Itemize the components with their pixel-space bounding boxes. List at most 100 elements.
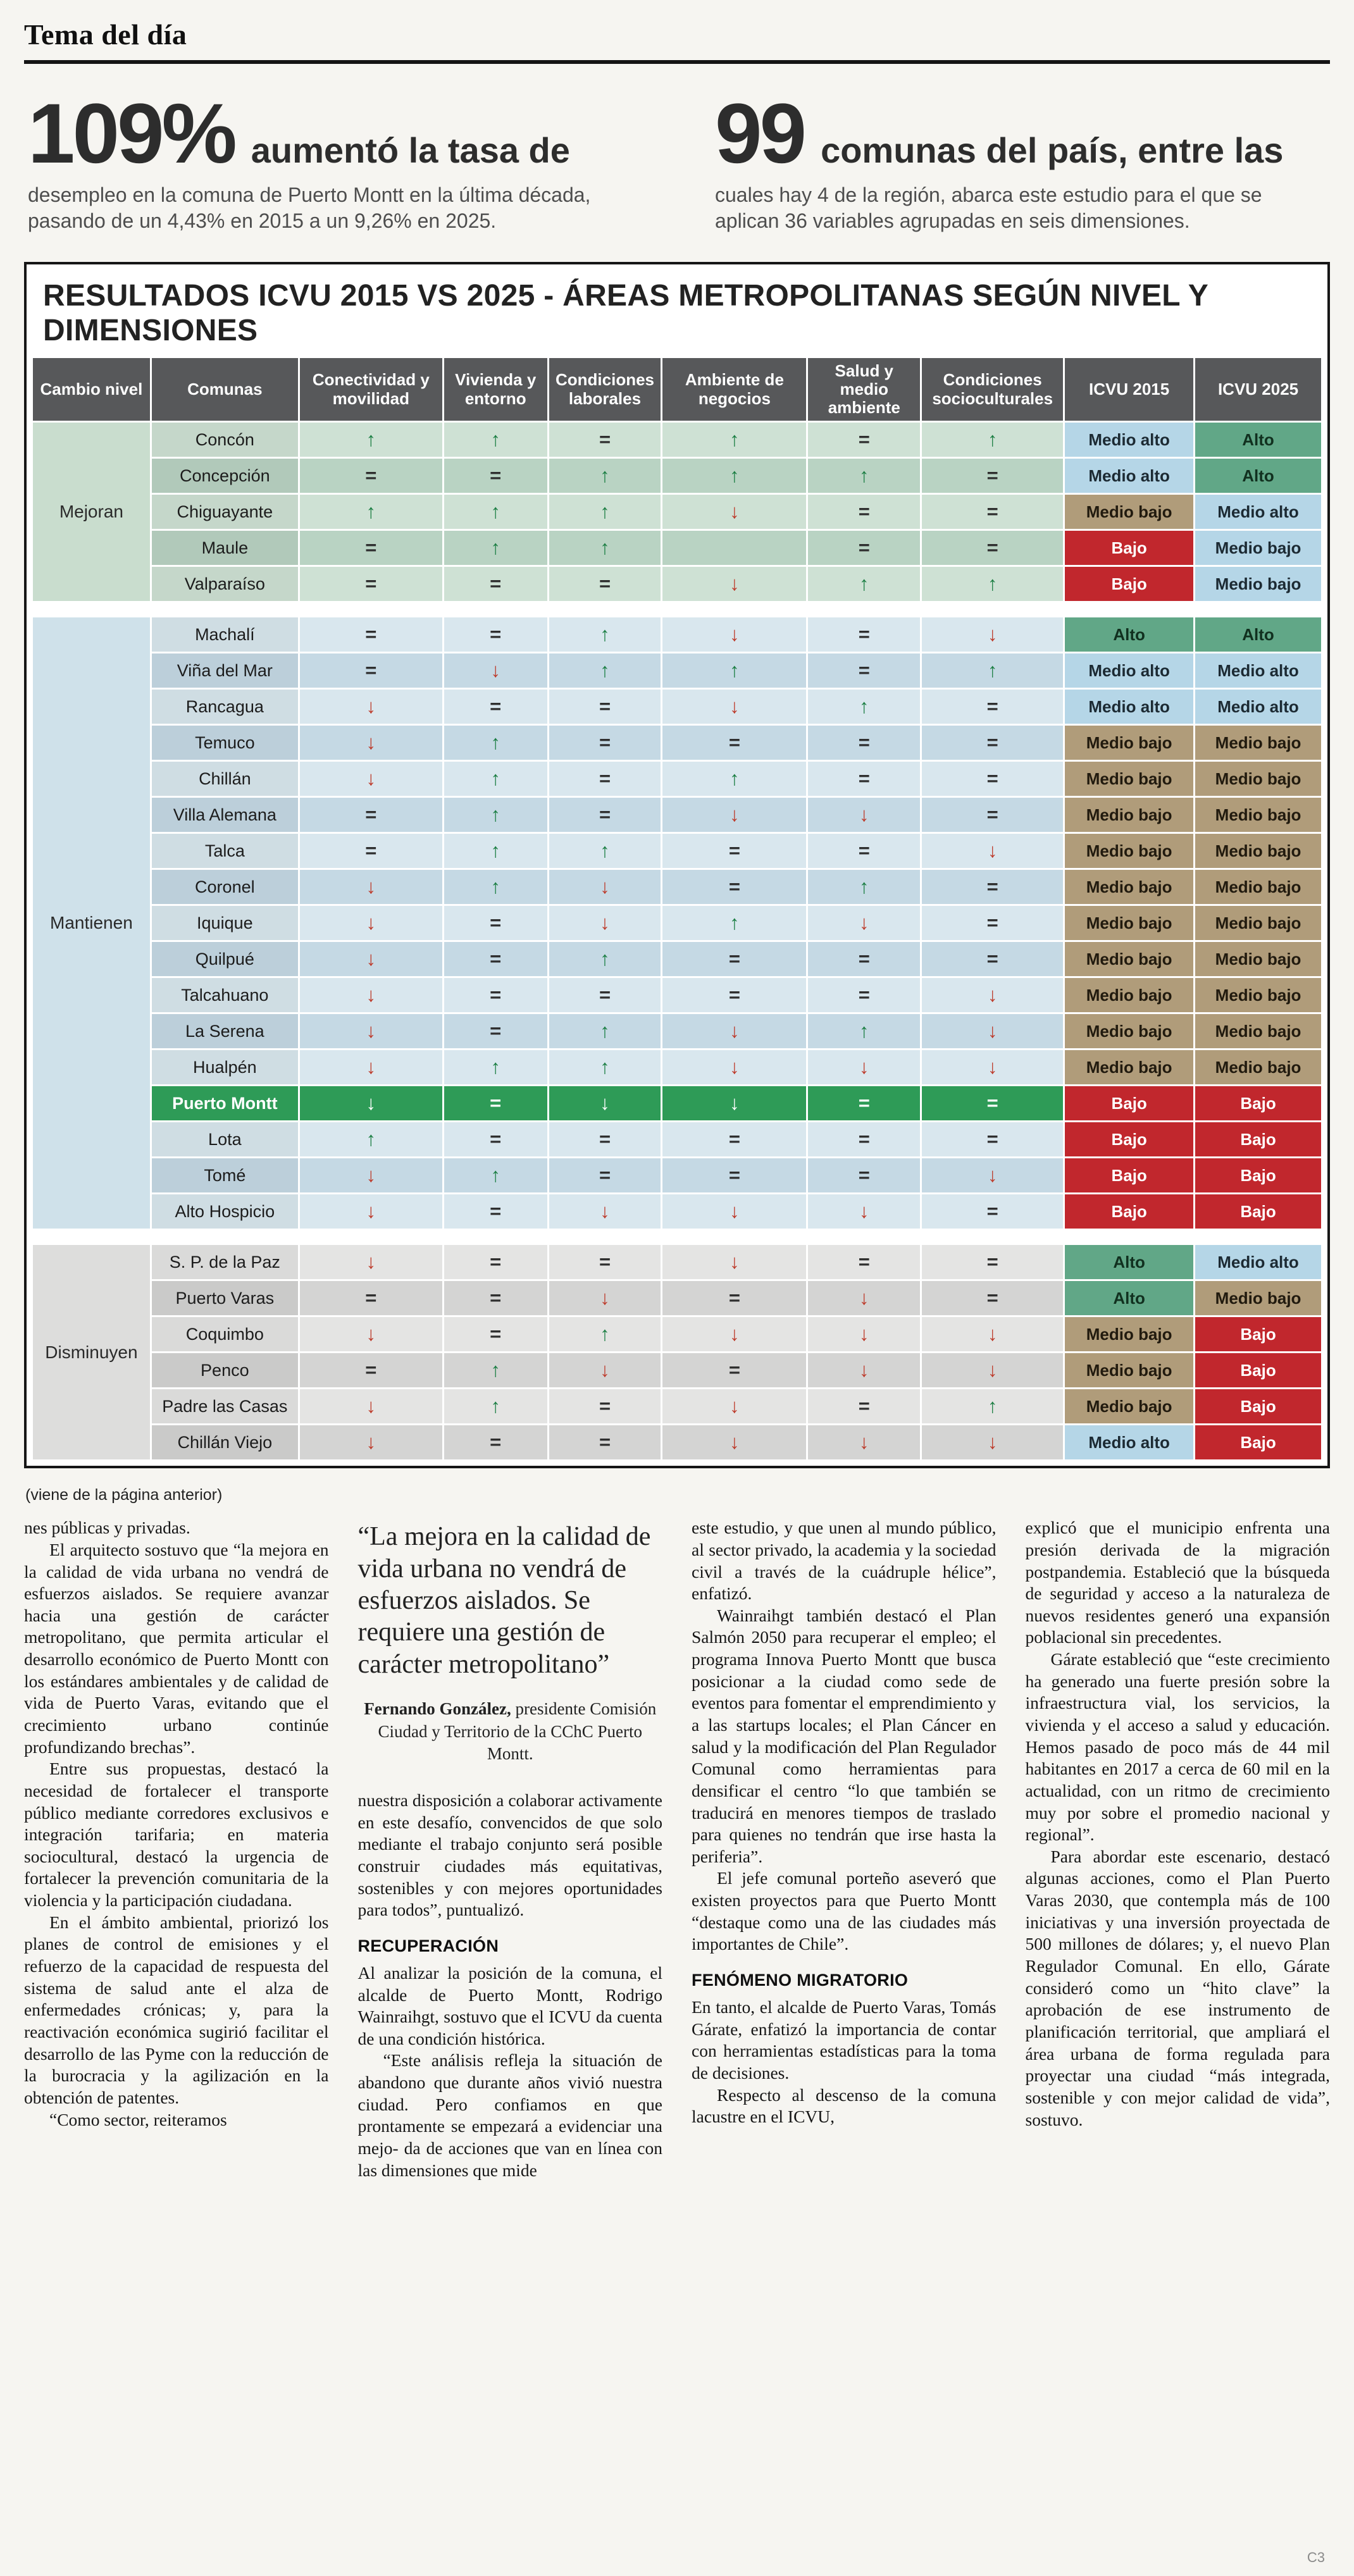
trend-up-icon: ↑ <box>444 1353 547 1388</box>
comuna-name: Maule <box>151 531 298 566</box>
trend-equal-icon: = <box>808 942 921 977</box>
trend-up-icon: ↑ <box>808 690 921 724</box>
column-header: Ambiente de negocios <box>662 357 807 421</box>
trend-down-icon: ↓ <box>299 1158 442 1193</box>
icvu-2025-level: Medio bajo <box>1195 834 1321 869</box>
trend-equal-icon: = <box>549 1158 661 1193</box>
icvu-2025-level: Medio bajo <box>1195 798 1321 833</box>
trend-up-icon: ↑ <box>549 1014 661 1049</box>
column-header: ICVU 2025 <box>1195 357 1321 421</box>
trend-up-icon: ↑ <box>662 762 807 796</box>
trend-down-icon: ↓ <box>299 978 442 1013</box>
trend-equal-icon: = <box>662 1353 807 1388</box>
trend-down-icon: ↓ <box>808 1050 921 1085</box>
trend-down-icon: ↓ <box>299 870 442 905</box>
pull-quote-attribution: Fernando González, presidente Comisión C… <box>364 1699 657 1764</box>
body-paragraph: nuestra disposición a colaborar activame… <box>357 1790 663 1920</box>
section-subhead: FENÓMENO MIGRATORIO <box>692 1971 909 1990</box>
icvu-2015-level: Medio bajo <box>1065 1353 1194 1388</box>
comuna-name: Rancagua <box>151 690 298 724</box>
trend-down-icon: ↓ <box>299 1317 442 1352</box>
table-group-mantienen: Mantienen Machalí = = ↑ ↓ = ↓ Alto Alto Viña del M… <box>33 617 1321 1229</box>
trend-down-icon: ↓ <box>549 1086 661 1121</box>
trend-up-icon: ↑ <box>808 1014 921 1049</box>
icvu-2025-level: Bajo <box>1195 1317 1321 1352</box>
icvu-2015-level: Bajo <box>1065 567 1194 602</box>
table-header-row: Cambio nivel Comunas Conectividad y movili… <box>33 357 1321 421</box>
trend-equal-icon: = <box>808 495 921 529</box>
trend-equal-icon: = <box>922 906 1064 941</box>
trend-down-icon: ↓ <box>808 1425 921 1460</box>
table-title: RESULTADOS ICVU 2015 VS 2025 - ÁREAS MET… <box>43 278 1208 347</box>
comuna-name: Iquique <box>151 906 298 941</box>
stat-lead: aumentó la tasa de <box>251 130 570 170</box>
trend-down-icon: ↓ <box>808 1353 921 1388</box>
trend-equal-icon: = <box>444 942 547 977</box>
icvu-2025-level: Medio bajo <box>1195 942 1321 977</box>
icvu-2025-level: Bajo <box>1195 1194 1321 1229</box>
icvu-2025-level: Alto <box>1195 459 1321 493</box>
icvu-2025-level: Medio bajo <box>1195 726 1321 760</box>
icvu-2015-level: Alto <box>1065 1245 1194 1280</box>
body-paragraph: Wainraihgt también destacó el Plan Salmó… <box>692 1605 997 1866</box>
trend-down-icon: ↓ <box>922 1425 1064 1460</box>
trend-down-icon: ↓ <box>299 906 442 941</box>
article-end-mark: C3 <box>1307 2549 1325 2565</box>
trend-equal-icon: = <box>662 978 807 1013</box>
trend-equal-icon: = <box>922 495 1064 529</box>
icvu-2015-level: Medio bajo <box>1065 1050 1194 1085</box>
trend-equal-icon: = <box>549 798 661 833</box>
icvu-2025-level: Bajo <box>1195 1158 1321 1193</box>
trend-up-icon: ↑ <box>444 1389 547 1424</box>
icvu-2015-level: Medio bajo <box>1065 978 1194 1013</box>
trend-equal-icon: = <box>808 617 921 652</box>
trend-down-icon: ↓ <box>299 726 442 760</box>
trend-equal-icon: = <box>922 870 1064 905</box>
trend-equal-icon: = <box>444 1194 547 1229</box>
trend-down-icon: ↓ <box>808 1281 921 1316</box>
column-header: Comunas <box>151 357 298 421</box>
icvu-2025-level: Bajo <box>1195 1086 1321 1121</box>
trend-up-icon: ↑ <box>444 834 547 869</box>
trend-equal-icon: = <box>922 1086 1064 1121</box>
trend-up-icon: ↑ <box>549 617 661 652</box>
trend-down-icon: ↓ <box>808 906 921 941</box>
trend-down-icon: ↓ <box>549 906 661 941</box>
icvu-2025-level: Alto <box>1195 617 1321 652</box>
icvu-2015-level: Medio bajo <box>1065 834 1194 869</box>
trend-equal-icon: = <box>922 459 1064 493</box>
column-header: ICVU 2015 <box>1065 357 1194 421</box>
trend-equal-icon: = <box>808 1122 921 1157</box>
trend-up-icon: ↑ <box>662 423 807 457</box>
trend-equal-icon: = <box>444 690 547 724</box>
trend-equal-icon: = <box>808 1158 921 1193</box>
comuna-name: La Serena <box>151 1014 298 1049</box>
trend-down-icon: ↓ <box>444 653 547 688</box>
table-groups: Mejoran Concón ↑ ↑ = ↑ = ↑ Medio alto Alto Concepc… <box>27 423 1327 1460</box>
trend-equal-icon: = <box>922 1122 1064 1157</box>
comuna-name: Temuco <box>151 726 298 760</box>
icvu-2025-level: Bajo <box>1195 1425 1321 1460</box>
table-group-mejoran: Mejoran Concón ↑ ↑ = ↑ = ↑ Medio alto Alto Concepc… <box>33 423 1321 602</box>
icvu-2025-level: Medio alto <box>1195 690 1321 724</box>
trend-up-icon: ↑ <box>549 531 661 566</box>
header-rule <box>24 60 1330 64</box>
trend-down-icon: ↓ <box>299 1014 442 1049</box>
trend-equal-icon: = <box>922 726 1064 760</box>
comuna-name: Villa Alemana <box>151 798 298 833</box>
comuna-name: Padre las Casas <box>151 1389 298 1424</box>
trend-up-icon: ↑ <box>922 423 1064 457</box>
trend-up-icon: ↑ <box>549 1317 661 1352</box>
icvu-2025-level: Medio bajo <box>1195 567 1321 602</box>
trend-down-icon: ↓ <box>662 1317 807 1352</box>
trend-up-icon: ↑ <box>662 906 807 941</box>
comuna-name: Puerto Montt <box>151 1086 298 1121</box>
trend-equal-icon: = <box>299 834 442 869</box>
stat-headline: 109% aumentó la tasa de <box>28 92 639 176</box>
trend-equal-icon: = <box>808 726 921 760</box>
trend-down-icon: ↓ <box>662 798 807 833</box>
icvu-2015-level: Medio alto <box>1065 1425 1194 1460</box>
comuna-name: Chillán Viejo <box>151 1425 298 1460</box>
trend-down-icon: ↓ <box>299 1245 442 1280</box>
